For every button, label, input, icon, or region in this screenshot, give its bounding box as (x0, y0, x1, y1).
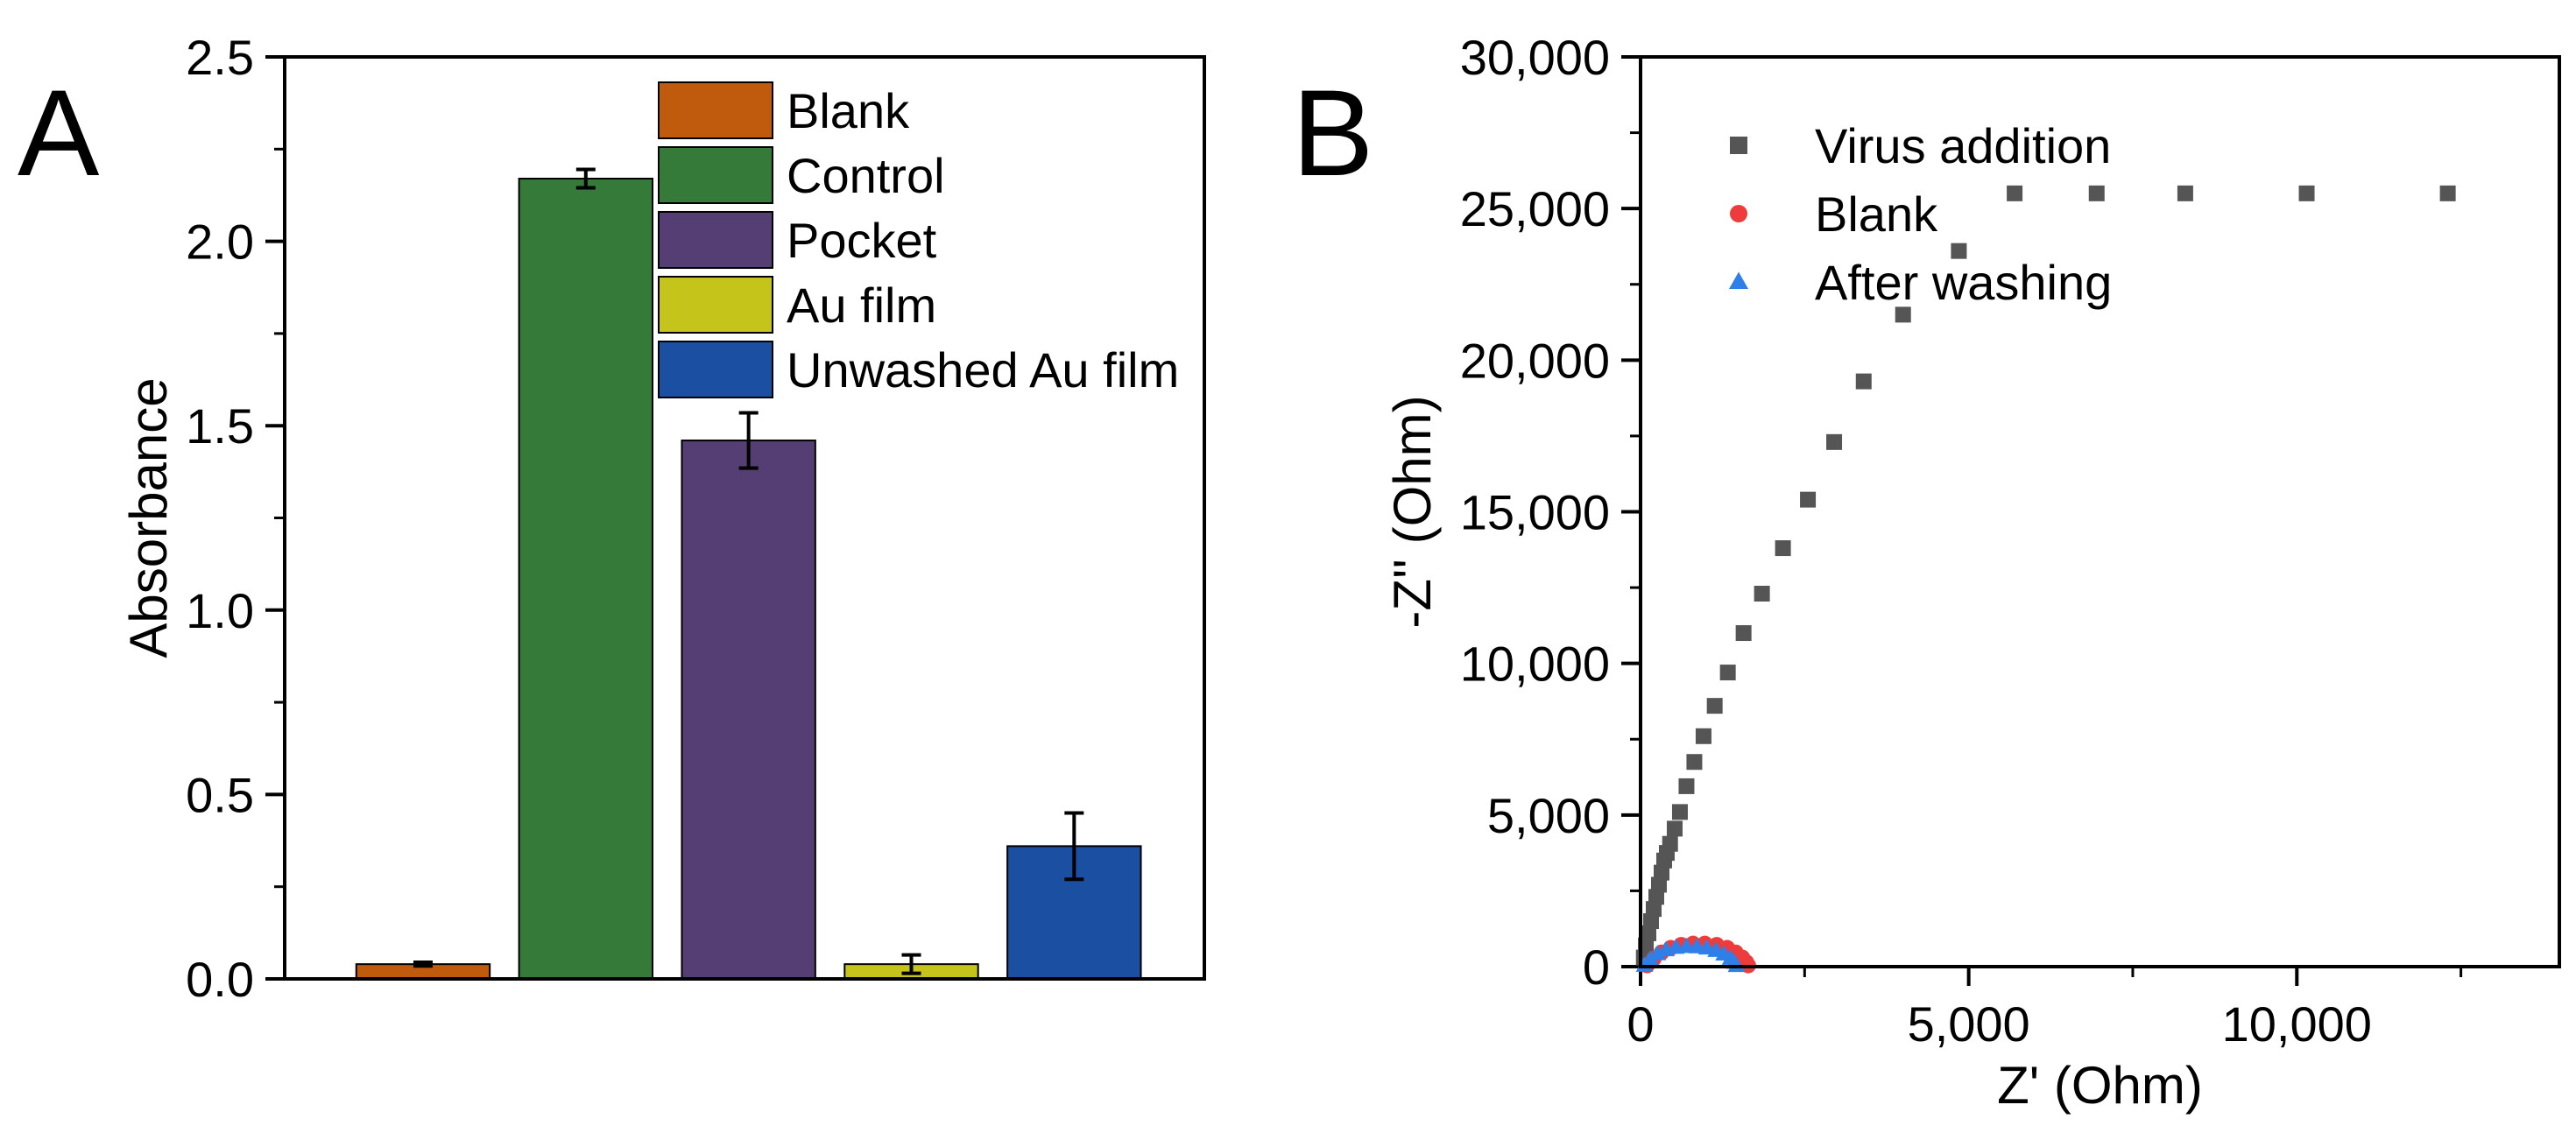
y-tick-label: 0.5 (186, 767, 254, 822)
point-virus-addition (1754, 586, 1770, 602)
plot-frame-a (283, 55, 1206, 981)
point-virus-addition (2177, 185, 2193, 201)
point-virus-addition (1951, 243, 1967, 259)
legend-label-blank: Blank (1815, 186, 1938, 242)
legend-marker-blank (1730, 205, 1747, 222)
point-virus-addition (1642, 913, 1659, 930)
point-virus-addition (2439, 185, 2456, 201)
y-tick-label: 1.5 (186, 398, 254, 454)
legend-label-blank: Blank (787, 83, 910, 138)
legend-marker-after-washing (1729, 271, 1748, 289)
point-virus-addition (1826, 433, 1843, 450)
legend-swatch-unwashed-au-film (658, 341, 773, 398)
y-tick-label: 5,000 (1487, 788, 1610, 843)
y-tick-label: 30,000 (1460, 30, 1610, 85)
x-axis-title: Z' (Ohm) (1997, 1056, 2203, 1115)
point-virus-addition (1719, 665, 1736, 681)
point-virus-addition (1706, 698, 1723, 714)
point-virus-addition (1653, 864, 1669, 881)
absorbance-bar-chart: 0.0 0.5 1.0 1.5 2.0 2.5 Blank Control Pocket Au f… (119, 30, 1206, 1007)
point-virus-addition (1800, 491, 1817, 508)
y-tick-label: 1.0 (186, 583, 254, 638)
point-virus-addition (1686, 754, 1703, 771)
legend-label-pocket: Pocket (787, 213, 937, 268)
y-tick-label: 25,000 (1460, 181, 1610, 236)
legend-label-au-film: Au film (787, 278, 936, 333)
point-virus-addition (1895, 306, 1911, 323)
legend-marker-virus-addition (1730, 137, 1747, 154)
point-virus-addition (1671, 804, 1688, 820)
bar-pocket (681, 440, 816, 981)
series-virus-addition (1635, 185, 2456, 966)
point-virus-addition (2088, 185, 2105, 201)
legend-swatch-control (658, 146, 773, 204)
point-virus-addition (1648, 889, 1664, 905)
point-virus-addition (2007, 185, 2023, 201)
impedance-scatter-chart: 0 5,000 10,000 15,000 20,000 25,000 30,000 0 5,0… (1383, 30, 2561, 1115)
y-axis-title: Absorbance (119, 377, 178, 658)
y-tick-label: 2.5 (186, 30, 254, 85)
bar-control (518, 177, 653, 981)
point-virus-addition (1662, 835, 1678, 852)
point-virus-addition (1678, 778, 1695, 794)
point-virus-addition (1666, 820, 1683, 837)
y-tick-label: 0 (1583, 939, 1610, 995)
y-tick-label: 20,000 (1460, 333, 1610, 388)
y-tick-label: 15,000 (1460, 485, 1610, 540)
point-after-washing (1648, 945, 1667, 961)
point-virus-addition (1645, 901, 1662, 918)
legend-swatch-pocket (658, 211, 773, 269)
legend-swatch-au-film (658, 276, 773, 334)
y-axis-title: -Z'' (Ohm) (1383, 395, 1442, 628)
y-tick-label: 2.0 (186, 215, 254, 270)
point-virus-addition (1640, 925, 1656, 941)
y-tick-label: 10,000 (1460, 637, 1610, 692)
point-virus-addition (2298, 185, 2315, 201)
legend-label-after-washing: After washing (1815, 255, 2112, 310)
y-tick-label: 0.0 (186, 952, 254, 1007)
legend-swatch-blank (658, 81, 773, 139)
legend-label-unwashed-au-film: Unwashed Au film (787, 342, 1179, 398)
point-virus-addition (1775, 540, 1791, 557)
point-virus-addition (1650, 876, 1667, 893)
point-virus-addition (1735, 625, 1752, 642)
panel-b-label: B (1292, 64, 1373, 201)
x-tick-label: 10,000 (2222, 996, 2372, 1052)
x-tick-label: 5,000 (1908, 996, 2030, 1052)
plot-frame-b (1639, 55, 2561, 968)
panel-a-label: A (18, 64, 100, 201)
x-tick-label: 0 (1627, 996, 1654, 1052)
legend-label-virus-addition: Virus addition (1815, 118, 2111, 173)
point-virus-addition (1695, 728, 1711, 744)
point-virus-addition (1855, 373, 1872, 390)
legend-label-control: Control (787, 148, 945, 203)
